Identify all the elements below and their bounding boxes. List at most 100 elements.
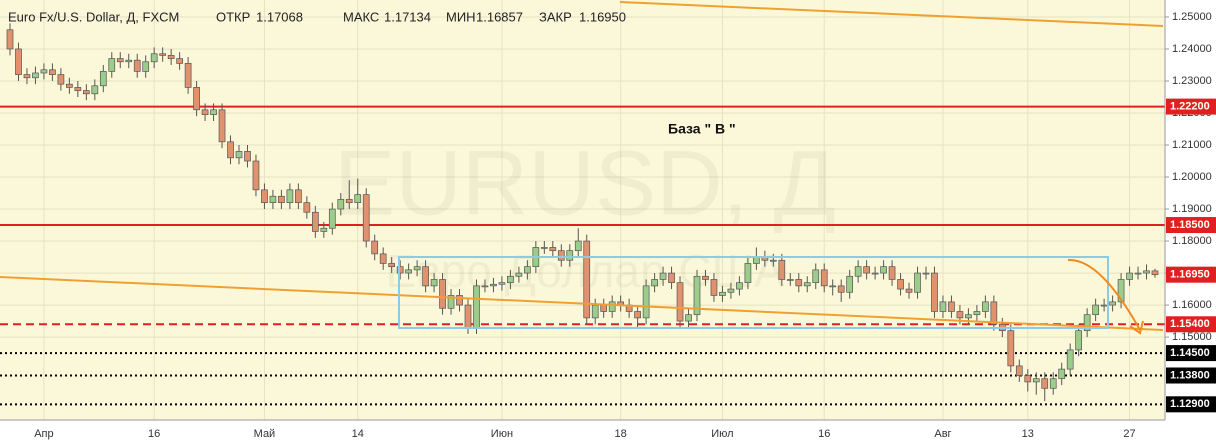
trend-line	[619, 1, 1164, 27]
candle-body	[1092, 304, 1099, 316]
price-tag-label: 1.12900	[1170, 398, 1210, 410]
candle-body	[405, 269, 412, 274]
ohlc-value: 1.16857	[476, 9, 523, 24]
x-tick-label: 27	[1123, 428, 1135, 440]
candle-body	[591, 304, 599, 319]
candle-body	[880, 266, 887, 274]
candle-body	[608, 301, 616, 312]
candle-body	[167, 55, 175, 59]
candle-body	[278, 195, 285, 203]
candle-body	[812, 269, 820, 284]
candle-body	[125, 59, 133, 63]
candle-body	[1058, 368, 1066, 380]
ohlc-label: МАКС	[343, 9, 379, 24]
candle-body	[1143, 270, 1150, 274]
candle-body	[786, 279, 794, 281]
price-tag-label: 1.13800	[1170, 369, 1210, 381]
candle-body	[948, 301, 955, 312]
candle-body	[829, 285, 837, 288]
candle-body	[922, 272, 930, 275]
candle-body	[32, 72, 39, 79]
candle-body	[1007, 330, 1015, 367]
y-tick-label: 1.21000	[1172, 139, 1212, 151]
candle-body	[982, 301, 989, 312]
y-tick-label: 1.19000	[1172, 203, 1212, 215]
candle-body	[557, 250, 565, 261]
candle-body	[295, 189, 302, 203]
ohlc-label: ОТКР	[216, 9, 250, 24]
candle-body	[159, 53, 167, 56]
candle-body	[447, 295, 455, 309]
candle-body	[320, 227, 328, 232]
candle-body	[108, 58, 116, 72]
candle-body	[269, 195, 277, 203]
range-box	[398, 256, 1109, 329]
candle-body	[931, 272, 938, 312]
candle-body	[388, 263, 396, 268]
axis-background	[0, 420, 1165, 446]
candle-body	[328, 208, 336, 229]
candle-body	[439, 279, 446, 309]
y-tick-label: 1.25000	[1172, 11, 1212, 23]
candle-body	[651, 279, 658, 287]
candle-body	[515, 272, 523, 277]
x-tick-label: 14	[352, 428, 364, 440]
candle-body	[66, 83, 73, 88]
price-tag	[1166, 396, 1216, 413]
candle-body	[303, 202, 311, 213]
candle-body	[74, 87, 82, 91]
candle-body	[498, 282, 506, 285]
forecast-arrow	[1067, 258, 1141, 331]
grid	[0, 0, 1165, 420]
candle-body	[863, 266, 870, 274]
candle-body	[693, 275, 701, 316]
candle-body	[710, 279, 718, 296]
candle-body	[99, 71, 107, 87]
candle-body	[1075, 330, 1083, 351]
annotation: База " В "	[668, 121, 736, 137]
ohlc-value: 1.17068	[256, 9, 303, 24]
candle-body	[1126, 272, 1133, 280]
candle-body	[956, 311, 964, 319]
candle-body	[193, 87, 200, 111]
candle-body	[719, 291, 726, 296]
price-tag	[1166, 316, 1216, 333]
arrow-head	[1129, 320, 1144, 335]
candle-body	[1049, 378, 1057, 389]
candle-body	[218, 109, 226, 143]
candle-body	[871, 272, 879, 275]
candle-body	[507, 275, 514, 284]
candle-body	[769, 259, 777, 262]
y-tick-label: 1.15000	[1172, 331, 1212, 343]
candle-body	[854, 266, 862, 277]
candle-body	[566, 250, 574, 261]
candle-body	[6, 29, 14, 50]
candle-body	[846, 275, 854, 293]
price-tag-label: 1.18500	[1170, 219, 1210, 231]
price-tag	[1166, 217, 1216, 234]
price-tag-label: 1.16950	[1170, 269, 1210, 281]
candle-body	[57, 74, 65, 85]
candle-body	[464, 304, 472, 328]
candle-body	[244, 151, 251, 162]
x-tick-label: Апр	[34, 428, 53, 440]
candle-body	[634, 311, 641, 319]
candle-body	[40, 69, 48, 74]
candle-body	[261, 189, 268, 203]
candle-body	[727, 288, 735, 293]
candle-body	[744, 263, 752, 284]
candle-body	[540, 247, 548, 249]
candle-body	[422, 266, 429, 287]
candle-body	[1066, 349, 1074, 370]
candle-body	[345, 199, 353, 203]
y-tick-label: 1.24000	[1172, 43, 1212, 55]
x-tick-label: 18	[615, 428, 627, 440]
candle-body	[990, 301, 998, 325]
candle-body	[939, 301, 947, 312]
x-tick-label: Июн	[491, 428, 513, 440]
candle-body	[15, 48, 22, 75]
y-tick-label: 1.18000	[1172, 235, 1212, 247]
plot-background	[0, 0, 1165, 420]
candle-body	[803, 282, 811, 287]
